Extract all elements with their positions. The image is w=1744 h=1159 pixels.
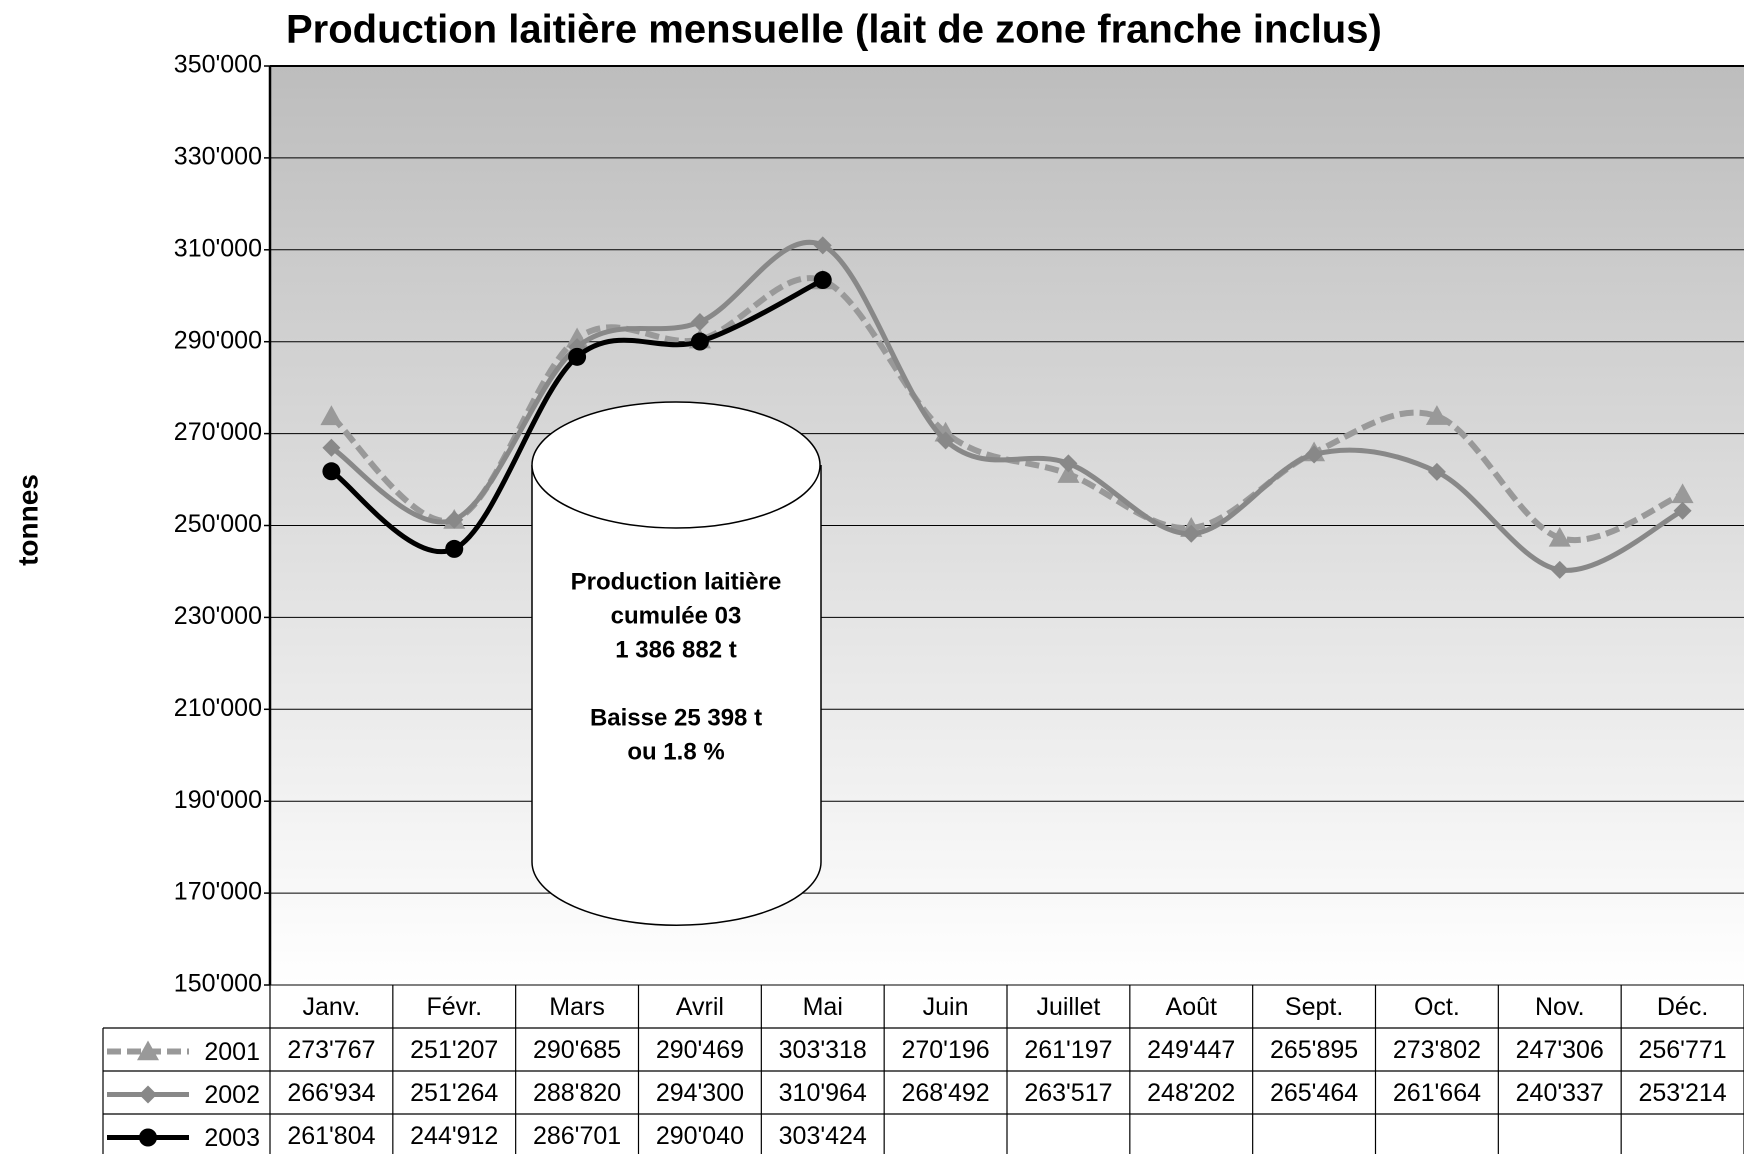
x-tick-label: Févr. <box>426 993 482 1021</box>
y-tick-label: 310'000 <box>174 234 262 262</box>
data-label: 251'264 <box>410 1079 498 1107</box>
x-tick-label: Nov. <box>1535 993 1585 1021</box>
annotation-text: Production laitière <box>571 568 782 595</box>
data-label: 244'912 <box>410 1122 498 1150</box>
annotation-text: Baisse 25 398 t <box>590 704 762 731</box>
y-tick-label: 170'000 <box>174 878 262 906</box>
y-tick-label: 210'000 <box>174 694 262 722</box>
data-label: 261'197 <box>1024 1036 1112 1064</box>
x-tick-label: Oct. <box>1414 993 1460 1021</box>
marker <box>445 540 463 558</box>
cylinder-body <box>532 465 821 925</box>
x-tick-label: Juin <box>923 993 969 1021</box>
data-table: Janv. Févr. Mars Avril Mai Juin Juillet Août Sep… <box>103 985 1744 1154</box>
y-tick-label: 150'000 <box>174 970 262 998</box>
x-tick-label: Sept. <box>1285 993 1343 1021</box>
data-label: 303'318 <box>779 1036 867 1064</box>
x-tick-label: Août <box>1166 993 1217 1021</box>
marker <box>139 1129 157 1147</box>
data-label: 273'767 <box>287 1036 375 1064</box>
data-label: 240'337 <box>1516 1079 1604 1107</box>
marker <box>139 1086 157 1104</box>
data-label: 251'207 <box>410 1036 498 1064</box>
marker <box>691 333 709 351</box>
x-tick-label: Avril <box>676 993 724 1021</box>
annotation-text: ou 1.8 % <box>627 738 724 765</box>
marker <box>568 348 586 366</box>
data-label: 261'804 <box>287 1122 375 1150</box>
data-label: 270'196 <box>901 1036 989 1064</box>
chart: Production laitière mensuelle (lait de z… <box>0 0 1744 1154</box>
y-tick-label: 250'000 <box>174 510 262 538</box>
data-label: 290'469 <box>656 1036 744 1064</box>
chart-title: Production laitière mensuelle (lait de z… <box>286 8 1382 52</box>
data-label: 290'040 <box>656 1122 744 1150</box>
data-label: 286'701 <box>533 1122 621 1150</box>
page: Production laitière mensuelle (lait de z… <box>0 0 1744 1154</box>
data-label: 263'517 <box>1024 1079 1112 1107</box>
data-label: 288'820 <box>533 1079 621 1107</box>
data-label: 248'202 <box>1147 1079 1235 1107</box>
data-label: 261'664 <box>1393 1079 1481 1107</box>
x-tick-label: Déc. <box>1657 993 1708 1021</box>
data-label: 303'424 <box>779 1122 867 1150</box>
x-tick-label: Juillet <box>1036 993 1100 1021</box>
data-label: 290'685 <box>533 1036 621 1064</box>
y-tick-label: 190'000 <box>174 786 262 814</box>
data-label: 253'214 <box>1638 1079 1726 1107</box>
data-label: 247'306 <box>1516 1036 1604 1064</box>
y-axis-label: tonnes <box>12 474 43 566</box>
annotation-cylinder <box>532 402 821 925</box>
data-label: 256'771 <box>1638 1036 1726 1064</box>
y-tick-label: 350'000 <box>174 51 262 79</box>
annotation-text: cumulée 03 <box>611 602 742 629</box>
data-label: 294'300 <box>656 1079 744 1107</box>
y-tick-label: 290'000 <box>174 326 262 354</box>
data-label: 265'464 <box>1270 1079 1358 1107</box>
data-label: 266'934 <box>287 1079 375 1107</box>
y-tick-label: 330'000 <box>174 143 262 171</box>
legend-label: 2003 <box>204 1124 260 1152</box>
x-tick-label: Mars <box>549 993 605 1021</box>
legend-label: 2001 <box>204 1038 260 1066</box>
y-tick-label: 270'000 <box>174 418 262 446</box>
data-label: 265'895 <box>1270 1036 1358 1064</box>
legend-label: 2002 <box>204 1081 260 1109</box>
x-tick-label: Mai <box>803 993 843 1021</box>
data-label: 310'964 <box>779 1079 867 1107</box>
cylinder-top <box>532 402 820 528</box>
data-label: 268'492 <box>901 1079 989 1107</box>
data-label: 249'447 <box>1147 1036 1235 1064</box>
x-tick-label: Janv. <box>302 993 360 1021</box>
marker <box>322 462 340 480</box>
data-label: 273'802 <box>1393 1036 1481 1064</box>
annotation-text: 1 386 882 t <box>615 636 736 663</box>
y-tick-label: 230'000 <box>174 602 262 630</box>
marker <box>814 271 832 289</box>
